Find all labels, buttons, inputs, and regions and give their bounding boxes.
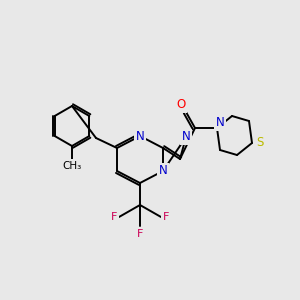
Text: F: F [111,212,117,222]
Text: F: F [163,212,169,222]
Text: N: N [159,164,167,178]
Text: O: O [176,98,186,112]
Text: N: N [216,116,224,130]
Text: CH₃: CH₃ [62,161,82,171]
Text: N: N [136,130,144,142]
Text: S: S [256,136,264,149]
Text: F: F [137,229,143,239]
Text: N: N [182,130,190,143]
